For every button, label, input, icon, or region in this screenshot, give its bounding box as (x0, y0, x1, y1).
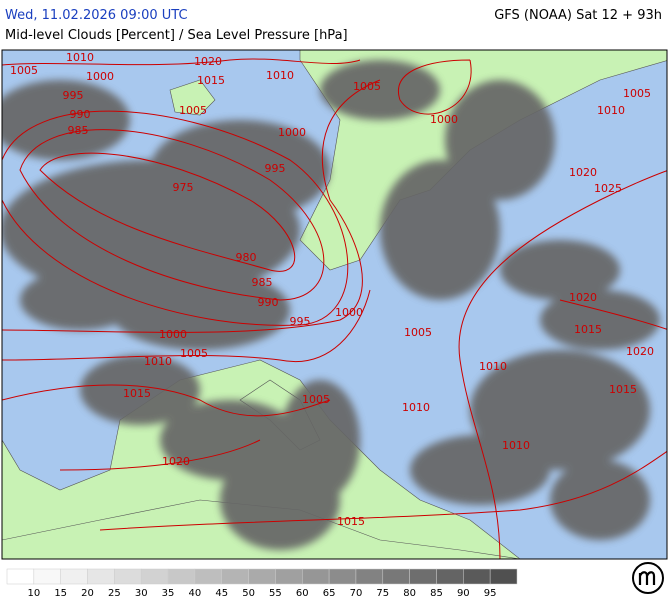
isobar-label: 1010 (66, 51, 94, 64)
header-subtitle: Mid-level Clouds [Percent] / Sea Level P… (5, 28, 348, 43)
isobar-label: 1000 (335, 306, 363, 319)
isobar-label: 1010 (502, 439, 530, 452)
colorbar: 10 15 20 25 30 35 40 45 50 55 60 65 70 75 80 85 90 95 (6, 568, 518, 599)
isobar-label: 1015 (123, 387, 151, 400)
isobar-label: 1005 (10, 64, 38, 77)
isobar-label: 1010 (144, 355, 172, 368)
cloud-cover (2, 60, 660, 550)
colorbar-label: 85 (430, 588, 443, 599)
isobar-label: 1005 (353, 80, 381, 93)
isobar-label: 1020 (194, 55, 222, 68)
header-datetime: Wed, 11.02.2026 09:00 UTC (5, 8, 188, 23)
isobar-label: 1010 (479, 360, 507, 373)
colorbar-label: 60 (296, 588, 309, 599)
isobar-label: 985 (252, 276, 273, 289)
colorbar-swatch (140, 568, 169, 585)
colorbar-swatch (436, 568, 464, 585)
colorbar-swatch (33, 568, 61, 585)
isobar-label: 1000 (86, 70, 114, 83)
colorbar-swatch (328, 568, 357, 585)
isobar-label: 1010 (402, 401, 430, 414)
isobar-label: 1010 (266, 69, 294, 82)
colorbar-label: 50 (242, 588, 255, 599)
isobar-label: 995 (290, 315, 311, 328)
isobars (2, 58, 667, 559)
colorbar-label: 55 (269, 588, 282, 599)
isobar-label: 1005 (404, 326, 432, 339)
colorbar-label: 70 (350, 588, 363, 599)
isobar-label: 990 (70, 108, 91, 121)
colorbar-label: 75 (376, 588, 389, 599)
isobar-label: 1005 (180, 347, 208, 360)
colorbar-swatch (221, 568, 249, 585)
colorbar-label: 95 (484, 588, 497, 599)
colorbar-swatch (167, 568, 196, 585)
colorbar-label: 10 (27, 588, 40, 599)
isobar-label: 1000 (159, 328, 187, 341)
isobar-label: 1005 (302, 393, 330, 406)
isobar-label: 1015 (609, 383, 637, 396)
colorbar-swatch (114, 568, 142, 585)
isobar-label: 1020 (569, 291, 597, 304)
isobar-label: 985 (68, 124, 89, 137)
colorbar-swatch (463, 568, 491, 585)
colorbar-label: 40 (189, 588, 202, 599)
isobar-label: 995 (265, 162, 286, 175)
logo (632, 562, 664, 594)
isobar-label: 1020 (162, 455, 190, 468)
colorbar-label: 15 (54, 588, 67, 599)
isobar-label: 995 (63, 89, 84, 102)
isobar-label: 1000 (278, 126, 306, 139)
isobar-label: 1000 (430, 113, 458, 126)
isobar-label: 990 (258, 296, 279, 309)
isobar-label: 1020 (569, 166, 597, 179)
isobar-label: 1010 (597, 104, 625, 117)
colorbar-label: 30 (135, 588, 148, 599)
header-model: GFS (NOAA) Sat 12 + 93h (494, 8, 662, 23)
colorbar-swatch (248, 568, 276, 585)
colorbar-swatch (6, 568, 35, 585)
isobar-label: 1005 (623, 87, 651, 100)
colorbar-label: 20 (81, 588, 94, 599)
isobar-label: 980 (236, 251, 257, 264)
isobar-label: 975 (173, 181, 194, 194)
colorbar-swatch (194, 568, 222, 585)
colorbar-label: 45 (215, 588, 228, 599)
colorbar-swatch (355, 568, 384, 585)
isobar-label: 1015 (337, 515, 365, 528)
colorbar-swatch (302, 568, 330, 585)
isobar-label: 1020 (626, 345, 654, 358)
colorbar-swatch (409, 568, 437, 585)
colorbar-label: 25 (108, 588, 121, 599)
colorbar-label: 90 (457, 588, 470, 599)
isobar-label: 1025 (594, 182, 622, 195)
colorbar-label: 65 (323, 588, 336, 599)
map-frame (1, 49, 668, 560)
colorbar-swatch (382, 568, 410, 585)
isobar-label: 1005 (179, 104, 207, 117)
colorbar-swatch (275, 568, 303, 585)
colorbar-swatch (489, 568, 518, 585)
isobar-label: 1015 (197, 74, 225, 87)
isobar-label: 1015 (574, 323, 602, 336)
colorbar-label: 35 (162, 588, 175, 599)
colorbar-swatch (60, 568, 88, 585)
colorbar-label: 80 (403, 588, 416, 599)
colorbar-swatch (87, 568, 115, 585)
